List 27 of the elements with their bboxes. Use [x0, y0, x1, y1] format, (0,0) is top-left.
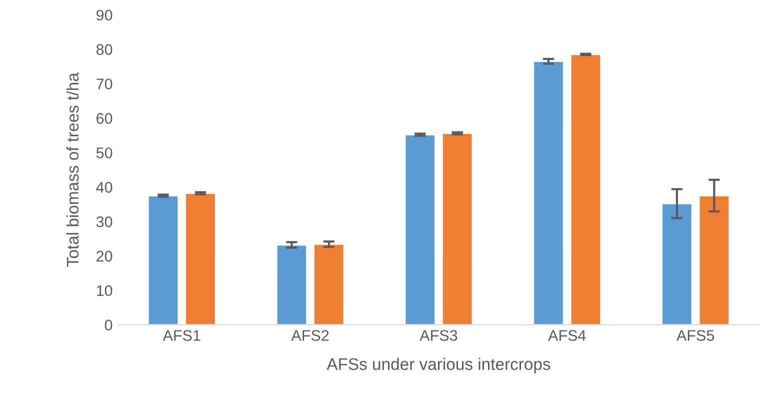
bar	[184, 192, 216, 325]
y-tick-label: 30	[96, 216, 112, 228]
x-axis-title: AFSs under various intercrops	[326, 358, 550, 374]
y-axis-title: Total biomass of trees t/ha	[66, 72, 79, 267]
y-tick-label: 50	[96, 147, 112, 158]
bar	[404, 134, 436, 325]
bar	[698, 194, 730, 325]
x-tick-label: AFS3	[420, 330, 458, 341]
bar	[313, 244, 345, 325]
bar	[532, 60, 564, 325]
y-tick-label: 10	[96, 285, 112, 296]
y-tick-label: 80	[96, 44, 112, 55]
y-tick-label: 40	[96, 182, 112, 193]
y-tick-label: 60	[96, 113, 112, 124]
bar	[442, 132, 474, 325]
x-tick-label: AFS2	[291, 330, 329, 341]
bar	[147, 194, 180, 325]
x-tick-label: AFS4	[548, 330, 586, 341]
y-tick-label: 70	[96, 78, 112, 90]
bar	[276, 244, 308, 325]
y-tick-label: 0	[104, 320, 112, 330]
y-tick-label: 20	[96, 250, 112, 262]
x-tick-label: AFS1	[162, 330, 200, 341]
x-tick-label: AFS5	[676, 330, 714, 341]
y-tick-label: 90	[96, 10, 112, 21]
bar	[661, 202, 693, 325]
bar	[570, 54, 602, 325]
